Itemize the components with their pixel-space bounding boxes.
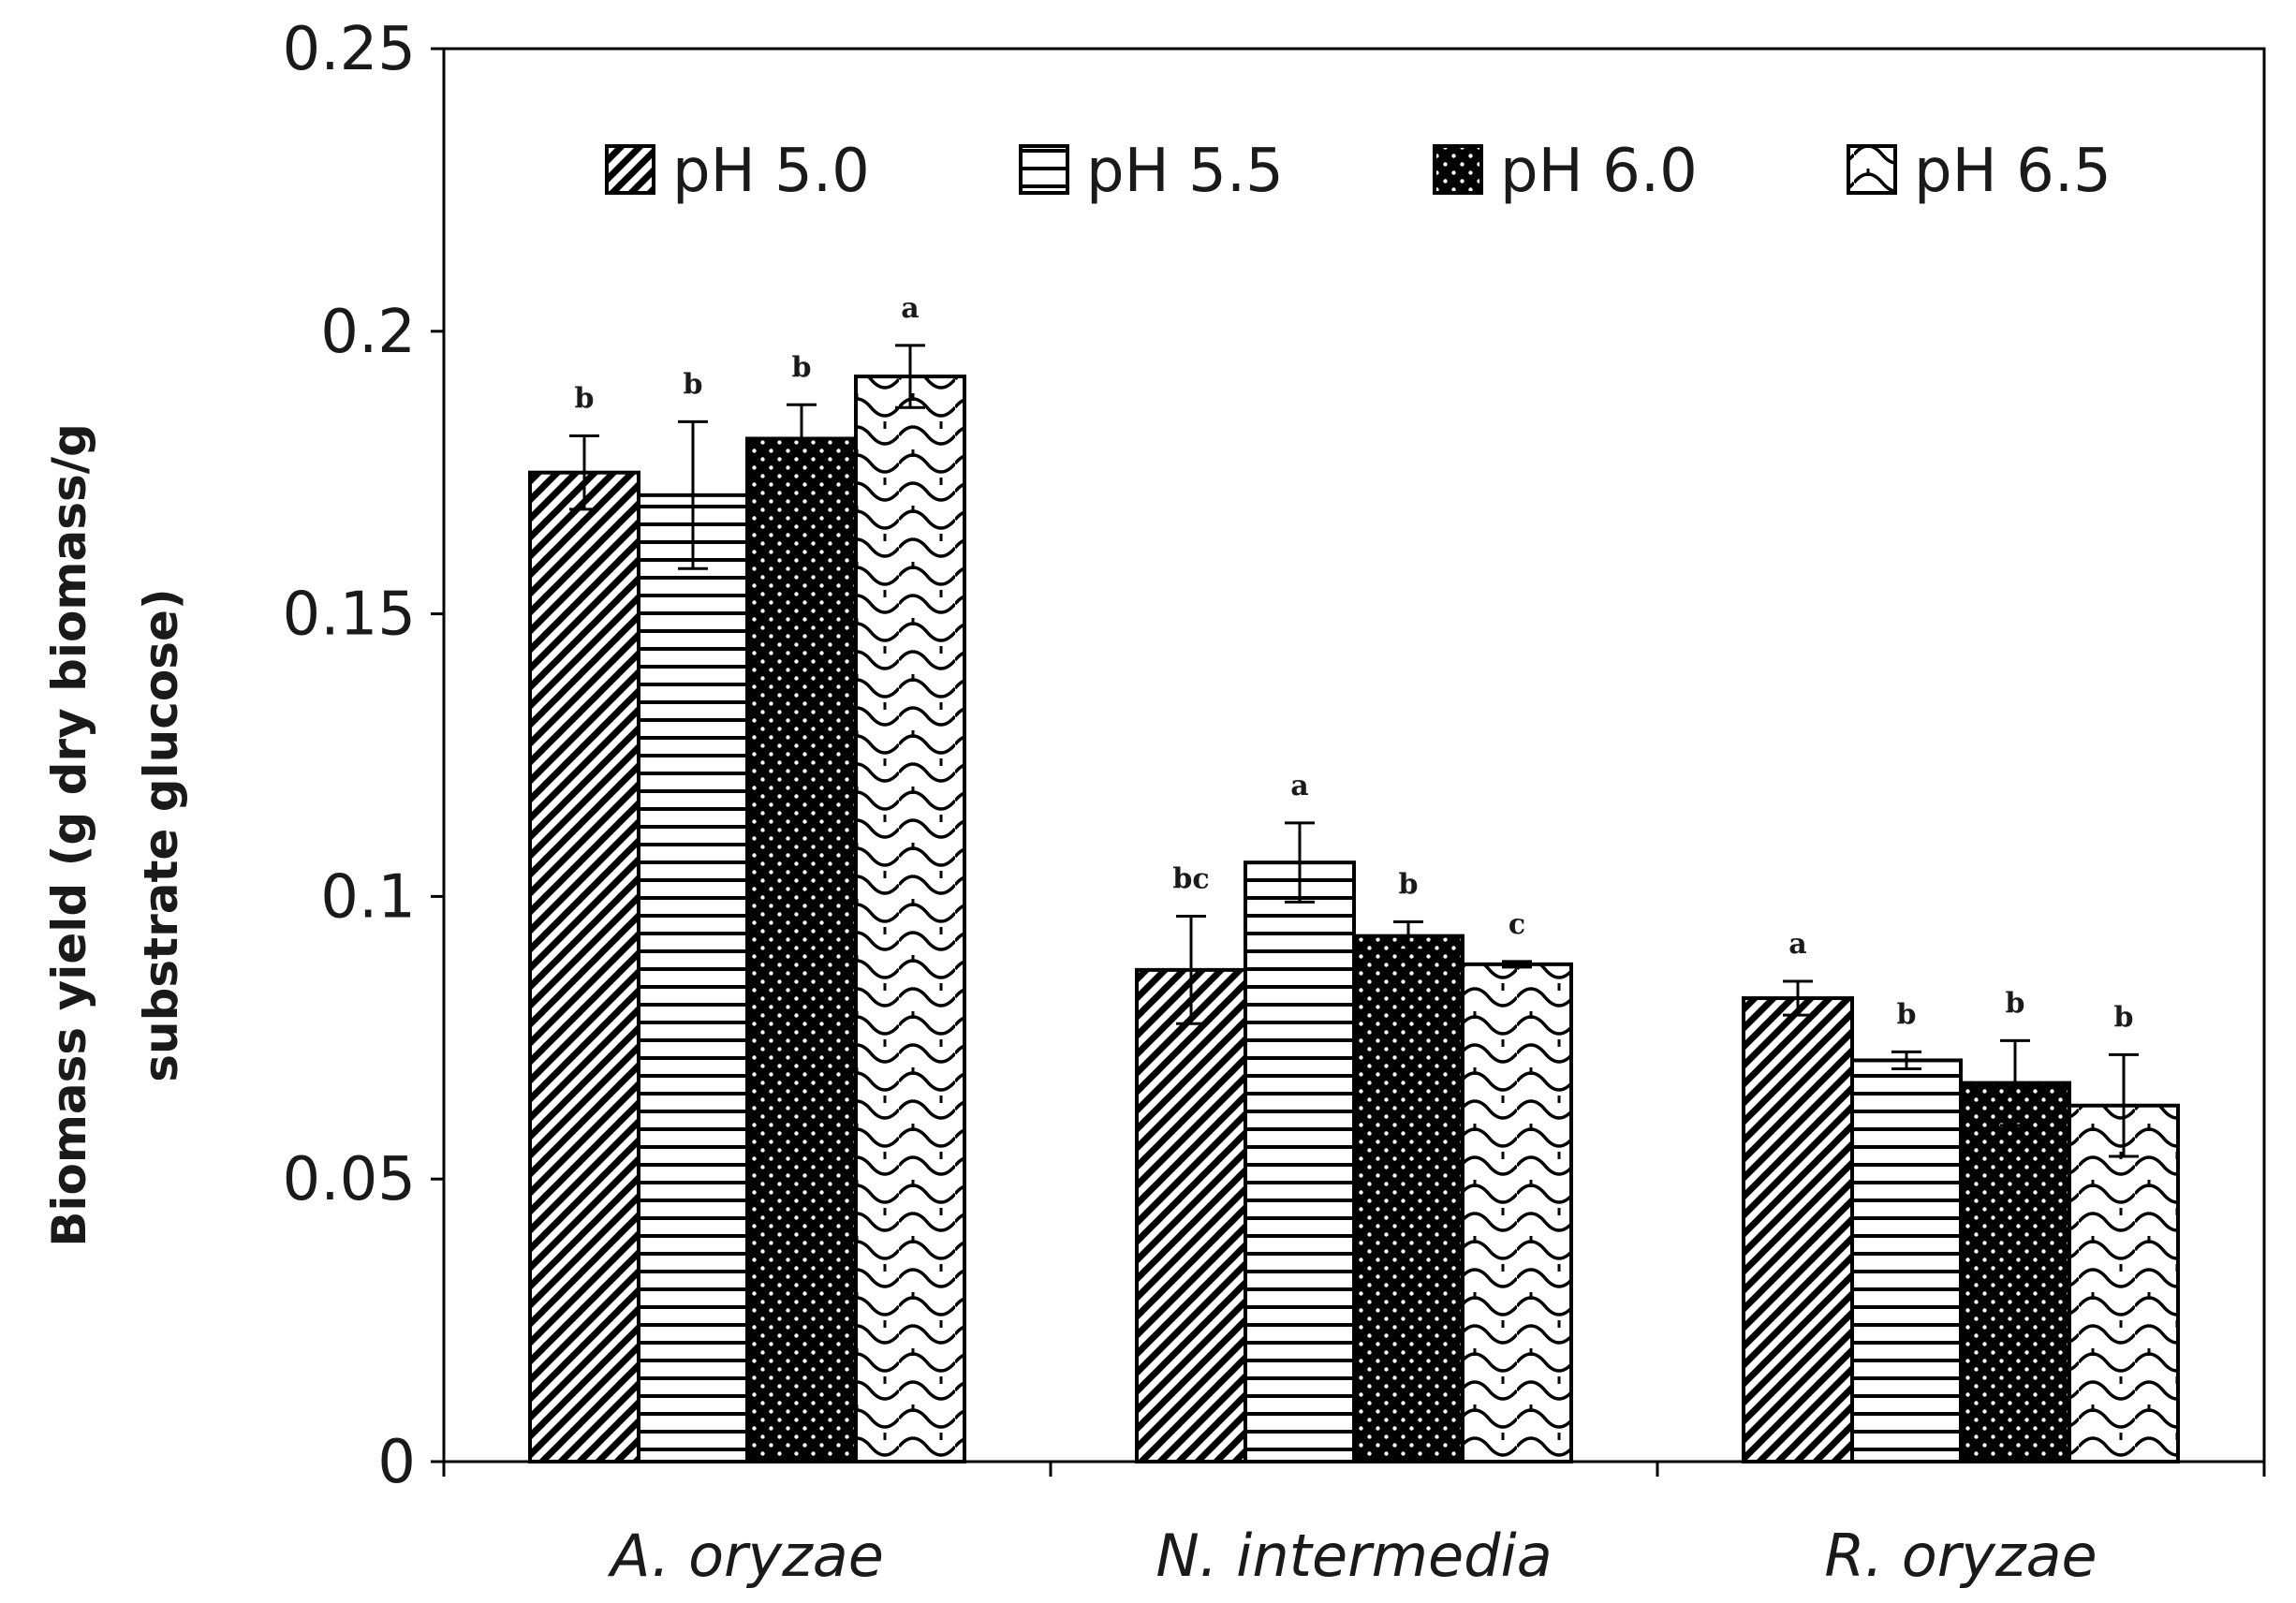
bar-series-group: b bc a b a b b b b a c b — [528, 292, 2180, 1464]
y-tick-label: 0.15 — [283, 581, 417, 650]
legend: pH 5.0 pH 5.5 pH 6.0 pH 6.5 — [605, 137, 2112, 206]
significance-label: b — [1897, 998, 1917, 1031]
legend-label: pH 6.0 — [1500, 137, 1698, 206]
bar — [1244, 860, 1356, 1463]
y-axis-title-line: substrate glucose) — [134, 588, 188, 1081]
bar-series: a c b — [854, 292, 2180, 1464]
bar — [1850, 1058, 1963, 1463]
significance-label: a — [1290, 770, 1308, 802]
bar — [854, 375, 966, 1463]
bar — [1742, 996, 1854, 1463]
significance-label: b — [575, 382, 595, 415]
y-axis: 0 0.05 0.1 0.15 0.2 0.25 — [283, 15, 444, 1497]
y-axis-title: Biomass yield (g dry biomass/g substrate … — [42, 423, 188, 1247]
x-tick-label: N. intermedia — [1155, 1522, 1552, 1590]
legend-swatch — [1433, 144, 1483, 195]
y-axis-title-line: Biomass yield (g dry biomass/g — [42, 423, 96, 1247]
legend-item: pH 5.0 — [605, 137, 870, 206]
bar — [1352, 934, 1464, 1463]
legend-label: pH 6.5 — [1914, 137, 2112, 206]
legend-item: pH 5.5 — [1019, 137, 1284, 206]
bar — [745, 436, 858, 1463]
y-tick-label: 0.1 — [320, 862, 416, 932]
x-axis: A. oryzae N. intermedia R. oryzae — [442, 1462, 2266, 1590]
y-tick-label: 0.05 — [283, 1145, 417, 1214]
bar — [1959, 1081, 2071, 1463]
bar — [528, 470, 640, 1464]
bar — [637, 493, 749, 1463]
legend-swatch — [605, 144, 655, 195]
y-tick-label: 0.25 — [283, 15, 417, 84]
y-tick-label: 0.2 — [320, 298, 416, 367]
x-tick-label: R. oryzae — [1824, 1522, 2097, 1590]
significance-label: a — [1788, 928, 1806, 961]
x-tick-label: A. oryzae — [607, 1522, 884, 1590]
legend-label: pH 5.5 — [1086, 137, 1284, 206]
significance-label: b — [684, 368, 703, 401]
bar — [2068, 1103, 2180, 1464]
significance-label: b — [792, 351, 812, 384]
significance-label: a — [901, 292, 919, 325]
significance-label: bc — [1172, 863, 1209, 896]
significance-label: c — [1509, 908, 1525, 941]
legend-label: pH 5.0 — [672, 137, 870, 206]
significance-label: b — [1399, 869, 1419, 902]
legend-swatch — [1019, 144, 1069, 195]
y-axis-title-text: Biomass yield (g dry biomass/g substrate … — [42, 423, 188, 1247]
significance-label: b — [2114, 1001, 2134, 1034]
legend-item: pH 6.0 — [1433, 137, 1698, 206]
bar — [1461, 962, 1573, 1464]
legend-swatch — [1847, 144, 1897, 195]
legend-item: pH 6.5 — [1847, 137, 2112, 206]
bar — [1135, 967, 1247, 1464]
y-tick-label: 0 — [377, 1428, 416, 1497]
bar-series: b a b — [637, 368, 1963, 1463]
significance-label: b — [2006, 987, 2025, 1020]
